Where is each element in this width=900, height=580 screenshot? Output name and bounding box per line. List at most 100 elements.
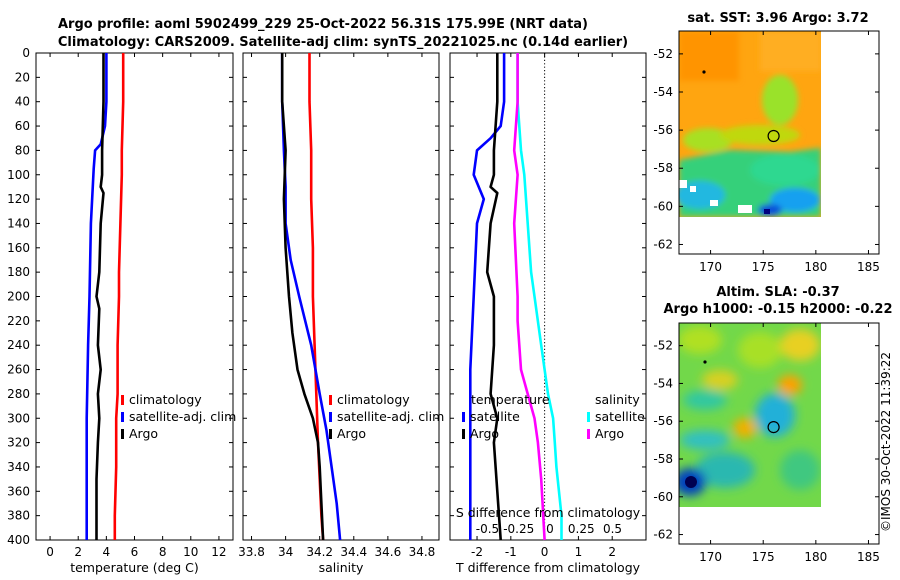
map-y-tick-label: -54 [653, 376, 673, 390]
x-tick-label: 1 [575, 545, 583, 559]
map-y-tick-label: -52 [653, 339, 673, 353]
legend-swatch [587, 429, 590, 439]
y-tick-label: 360 [7, 484, 30, 498]
x-tick-label: 4 [103, 545, 111, 559]
sst-axis-ticks: 170 175 180 185 -52 -54 -56 -58 -60 -62 [653, 31, 880, 274]
y-tick-label: 220 [7, 314, 30, 328]
y-tick-label: 100 [7, 168, 30, 182]
legend-swatch [121, 412, 124, 422]
y-tick-label: 240 [7, 338, 30, 352]
x-tick-label: 2 [608, 545, 616, 559]
sla-argo-marker [767, 421, 780, 434]
legend-title-temperature: temperature [471, 392, 550, 407]
y-tick-label: 0 [22, 46, 30, 60]
x-tick-label: 8 [159, 545, 167, 559]
sla-map: 170 175 180 185 -52 -54 -56 -58 -60 -62 [653, 322, 880, 564]
y-tick-label: 60 [15, 119, 30, 133]
x-tick-label: -2 [471, 545, 483, 559]
series-line-3 [512, 53, 546, 541]
legend-swatch [121, 429, 124, 439]
sst-field [679, 31, 821, 217]
map-x-tick-label: 185 [857, 260, 880, 274]
x-tick-label: 33.8 [238, 545, 265, 559]
x-axis-label: temperature (deg C) [70, 560, 199, 575]
x-tick-label: 2 [74, 545, 82, 559]
y-tick-label: 340 [7, 460, 30, 474]
legend-label: Argo [470, 426, 499, 441]
map-x-tick-label: 175 [752, 260, 775, 274]
temperature-panel: 0204060801001201401601802002202402602803… [7, 46, 236, 575]
map-x-tick-label: 180 [804, 550, 827, 564]
legend-label: satellite-adj. clim [337, 409, 444, 424]
legend-label: climatology [129, 392, 202, 407]
legend-swatch [329, 429, 332, 439]
series-line-1 [280, 53, 342, 541]
map-x-tick-label: 175 [752, 550, 775, 564]
legend-label: climatology [337, 392, 410, 407]
top-tick-label: 0.25 [568, 522, 595, 536]
legend-swatch [462, 429, 465, 439]
series-line-0 [468, 53, 506, 540]
map-y-tick-label: -56 [653, 123, 673, 137]
sst-map-title: sat. SST: 3.96 Argo: 3.72 [687, 11, 868, 26]
y-tick-label: 380 [7, 509, 30, 523]
salinity-frame [242, 52, 440, 541]
sla-axis-ticks: 170 175 180 185 -52 -54 -56 -58 -60 -62 [653, 323, 880, 564]
top-tick-label: 0.5 [603, 522, 622, 536]
x-tick-label: 6 [131, 545, 139, 559]
x-tick-label: 0 [541, 545, 549, 559]
x-tick-label: 0 [46, 545, 54, 559]
map-y-tick-label: -54 [653, 85, 673, 99]
salinity-panel: 33.8 34 34.2 34.4 34.6 34.8 salinity climatolog… [238, 52, 444, 575]
y-tick-label: 20 [15, 70, 30, 84]
map-y-tick-label: -58 [653, 452, 673, 466]
series-line-2 [280, 53, 325, 541]
y-tick-label: 80 [15, 143, 30, 157]
title-line2: Climatology: CARS2009. Satellite-adj cli… [58, 35, 628, 50]
series-line-1 [485, 53, 502, 541]
x-axis-label: salinity [319, 560, 364, 575]
legend-swatch [121, 395, 124, 405]
map-x-tick-label: 180 [804, 260, 827, 274]
map-y-tick-label: -62 [653, 528, 673, 542]
x-tick-label: 34.4 [340, 545, 367, 559]
map-x-tick-label: 170 [699, 550, 722, 564]
legend-label: satellite-adj. clim [129, 409, 236, 424]
map-y-tick-label: -60 [653, 199, 673, 213]
legend-label: Argo [129, 426, 158, 441]
series-line-0 [113, 53, 125, 540]
top-tick-label: 0 [546, 522, 554, 536]
x-tick-label: 10 [183, 545, 198, 559]
y-tick-label: 260 [7, 363, 30, 377]
legend-label: Argo [595, 426, 624, 441]
map-x-tick-label: 185 [857, 550, 880, 564]
legend-swatch [329, 395, 332, 405]
y-tick-label: 160 [7, 241, 30, 255]
difference-frame [449, 52, 647, 541]
legend-label: satellite [470, 409, 520, 424]
legend-label: Argo [337, 426, 366, 441]
map-x-tick-label: 170 [699, 260, 722, 274]
sst-map: 170 175 180 185 -52 -54 -56 -58 -60 -62 [653, 30, 880, 274]
legend-swatch [462, 412, 465, 422]
map-y-tick-label: -56 [653, 414, 673, 428]
x-tick-label: 34 [278, 545, 293, 559]
title-line1: Argo profile: aoml 5902499_229 25-Oct-20… [58, 17, 588, 32]
x-tick-label: 34.8 [409, 545, 436, 559]
y-tick-label: 140 [7, 216, 30, 230]
legend-swatch [329, 412, 332, 422]
x-tick-label: -1 [505, 545, 517, 559]
y-tick-label: 400 [7, 533, 30, 547]
y-tick-label: 280 [7, 387, 30, 401]
y-tick-label: 320 [7, 436, 30, 450]
legend-title-salinity: salinity [595, 392, 640, 407]
y-tick-label: 300 [7, 411, 30, 425]
sla-field [679, 323, 821, 507]
map-y-tick-label: -52 [653, 47, 673, 61]
difference-panel: -2 -1 0 1 2T difference from climatology temp… [449, 52, 647, 575]
sla-map-title-line1: Altim. SLA: -0.37 [716, 285, 839, 300]
sla-map-title-line2: Argo h1000: -0.15 h2000: -0.22 [663, 302, 892, 317]
y-tick-label: 200 [7, 290, 30, 304]
x-axis-label: T difference from climatology [455, 560, 641, 575]
